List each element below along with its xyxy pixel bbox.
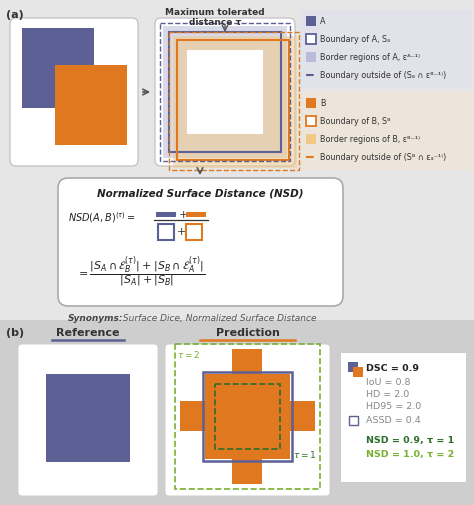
Bar: [232, 349, 262, 374]
Text: B: B: [320, 98, 326, 108]
Bar: [175, 344, 320, 489]
Bar: [215, 384, 280, 449]
Bar: [349, 416, 358, 425]
Bar: [160, 23, 290, 161]
Bar: [300, 92, 472, 170]
Bar: [55, 65, 127, 145]
Text: DSC = 0.9: DSC = 0.9: [366, 364, 419, 373]
Bar: [306, 98, 316, 108]
Text: (a): (a): [6, 10, 24, 20]
FancyBboxPatch shape: [18, 344, 158, 496]
Text: Border regions of A, εᴬ⁻¹⁾: Border regions of A, εᴬ⁻¹⁾: [320, 53, 420, 62]
Text: HD = 2.0: HD = 2.0: [366, 390, 409, 399]
Bar: [46, 374, 130, 462]
Bar: [186, 212, 206, 217]
Text: Synonyms:: Synonyms:: [68, 314, 124, 323]
Text: Maximum tolerated
distance τ: Maximum tolerated distance τ: [165, 8, 265, 27]
FancyBboxPatch shape: [10, 18, 138, 166]
Bar: [205, 374, 290, 459]
Bar: [169, 32, 299, 170]
Bar: [156, 212, 176, 217]
Bar: [187, 50, 263, 134]
Bar: [203, 372, 292, 461]
Text: NSD = 1.0, τ = 2: NSD = 1.0, τ = 2: [366, 450, 454, 459]
FancyBboxPatch shape: [58, 178, 343, 306]
Bar: [348, 362, 358, 372]
Text: HD95 = 2.0: HD95 = 2.0: [366, 402, 421, 411]
Bar: [232, 459, 262, 484]
Bar: [180, 401, 205, 431]
Text: A: A: [320, 17, 326, 25]
Bar: [163, 26, 287, 158]
Text: $\tau = 2$: $\tau = 2$: [177, 349, 200, 360]
Text: $NSD(A,B)^{(\tau)}=$: $NSD(A,B)^{(\tau)}=$: [68, 210, 136, 225]
Text: Boundary outside of (Sᴮ ∩ εₐ⁻¹⁾): Boundary outside of (Sᴮ ∩ εₐ⁻¹⁾): [320, 153, 446, 162]
Bar: [306, 52, 316, 62]
Bar: [340, 352, 466, 482]
Bar: [177, 40, 289, 160]
Bar: [306, 16, 316, 26]
Text: Boundary of A, Sₐ: Boundary of A, Sₐ: [320, 34, 390, 43]
FancyBboxPatch shape: [165, 344, 330, 496]
Bar: [306, 134, 316, 144]
Text: $= \dfrac{|S_A \cap \mathcal{E}_B^{(\tau)}| + |S_B \cap \mathcal{E}_A^{(\tau)}|}: $= \dfrac{|S_A \cap \mathcal{E}_B^{(\tau…: [76, 256, 205, 290]
Text: ASSD = 0.4: ASSD = 0.4: [366, 416, 421, 425]
Text: +: +: [179, 210, 188, 220]
Text: Border regions of B, εᴮ⁻¹⁾: Border regions of B, εᴮ⁻¹⁾: [320, 134, 420, 143]
Bar: [300, 10, 472, 88]
Bar: [353, 367, 363, 377]
Text: NSD = 0.9, τ = 1: NSD = 0.9, τ = 1: [366, 436, 454, 445]
Bar: [186, 224, 202, 240]
Text: Surface Dice, Normalized Surface Distance: Surface Dice, Normalized Surface Distanc…: [120, 314, 317, 323]
Bar: [306, 116, 316, 126]
Bar: [169, 32, 281, 152]
Bar: [22, 28, 94, 108]
Text: Boundary of B, Sᴮ: Boundary of B, Sᴮ: [320, 117, 391, 126]
Text: Reference: Reference: [56, 328, 120, 338]
FancyBboxPatch shape: [155, 18, 295, 166]
Bar: [290, 401, 315, 431]
Bar: [0, 320, 474, 505]
Bar: [158, 224, 174, 240]
Text: Prediction: Prediction: [216, 328, 280, 338]
Bar: [306, 34, 316, 44]
Bar: [173, 36, 297, 168]
Text: (b): (b): [6, 328, 24, 338]
Text: +: +: [177, 227, 186, 237]
Text: $\tau = 1$: $\tau = 1$: [293, 449, 317, 460]
Text: Normalized Surface Distance (NSD): Normalized Surface Distance (NSD): [97, 188, 304, 198]
Text: Boundary outside of (Sₐ ∩ εᴮ⁻¹⁾): Boundary outside of (Sₐ ∩ εᴮ⁻¹⁾): [320, 71, 446, 79]
Text: IoU = 0.8: IoU = 0.8: [366, 378, 410, 387]
